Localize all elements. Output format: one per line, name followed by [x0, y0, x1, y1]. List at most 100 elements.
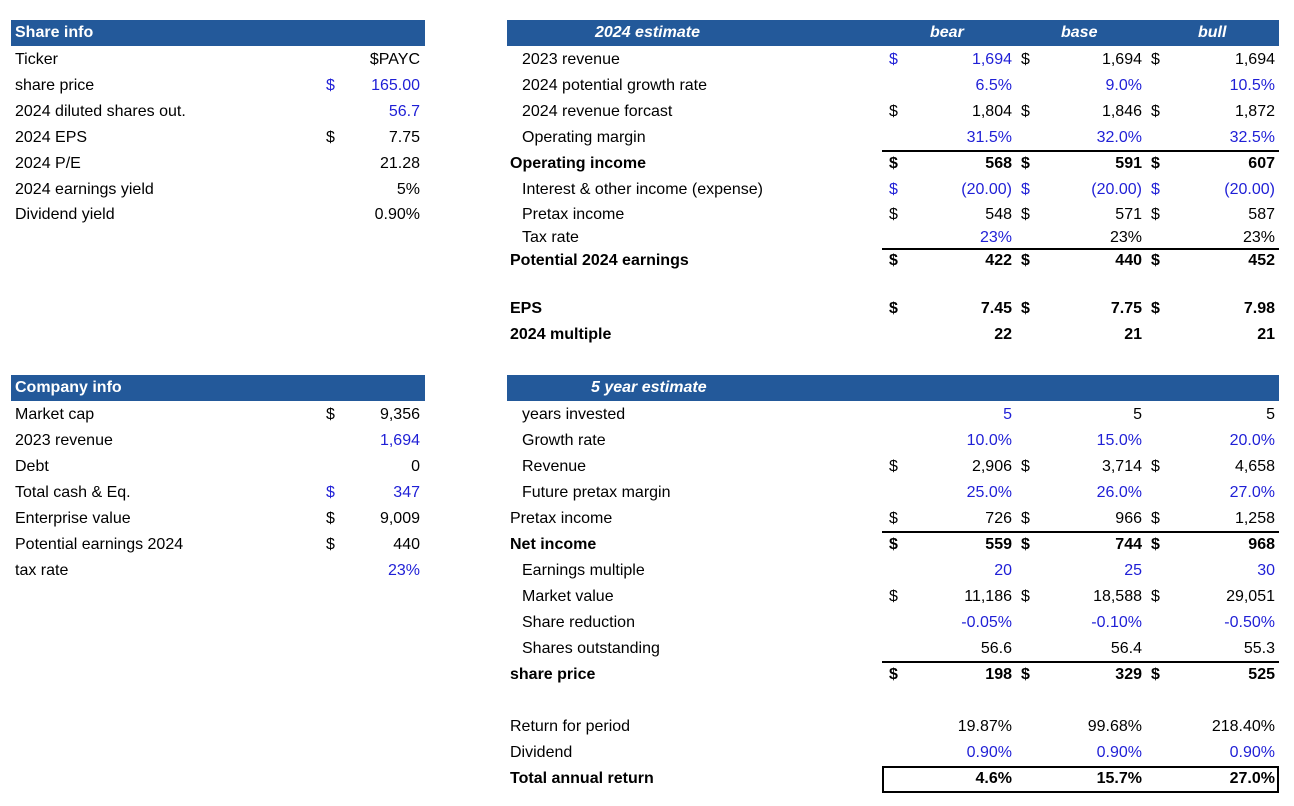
value-bull: 607: [1248, 155, 1275, 172]
info-label: 2024 earnings yield: [15, 181, 154, 198]
value-base: 571: [1115, 206, 1142, 223]
estimate-row[interactable]: Future pretax margin 25.0% 26.0% 27.0%: [0, 480, 1294, 506]
estimate-label: Return for period: [510, 718, 631, 735]
estimate-row[interactable]: 2024 potential growth rate 6.5% 9.0% 10.5%: [0, 73, 1294, 99]
value-bear: 1,694: [971, 51, 1012, 68]
value-base: 591: [1115, 155, 1142, 172]
estimate-label: Interest & other income (expense): [522, 181, 764, 198]
estimate-row[interactable]: Operating income $568 $591 $607: [0, 151, 1294, 177]
dollar-sign-bull: $: [1151, 510, 1160, 527]
estimate-row[interactable]: Potential 2024 earnings $422 $440 $452: [0, 248, 1294, 274]
estimate-row[interactable]: Net income $559 $744 $968: [0, 532, 1294, 558]
info-row[interactable]: share price $165.00: [11, 73, 425, 99]
estimate-row[interactable]: 2024 revenue forcast $1,804 $1,846 $1,872: [0, 99, 1294, 125]
value-bear: 10.0%: [966, 432, 1012, 449]
estimate-row[interactable]: Pretax income $548 $571 $587: [0, 202, 1294, 228]
value-bull: 4,658: [1234, 458, 1275, 475]
info-row[interactable]: Market cap $9,356: [11, 402, 425, 428]
estimate-label: Market value: [522, 588, 614, 605]
dollar-sign: $: [326, 129, 335, 146]
value-bear: 548: [985, 206, 1012, 223]
estimate-label: Net income: [510, 536, 597, 553]
info-row[interactable]: tax rate 23%: [11, 558, 425, 584]
dollar-sign-bull: $: [1151, 155, 1160, 172]
company-info-header: Company info: [11, 375, 425, 401]
info-row[interactable]: Dividend yield 0.90%: [11, 202, 425, 228]
estimate-label: 2024 revenue forcast: [522, 103, 673, 120]
info-row[interactable]: 2024 earnings yield 5%: [11, 177, 425, 203]
info-value: 165.00: [371, 77, 420, 94]
estimate-row[interactable]: Revenue $2,906 $3,714 $4,658: [0, 454, 1294, 480]
estimate-label: 2023 revenue: [522, 51, 620, 68]
value-bear: 56.6: [980, 640, 1012, 657]
estimate-row[interactable]: Return for period 19.87% 99.68% 218.40%: [0, 714, 1294, 740]
estimate-row[interactable]: Growth rate 10.0% 15.0% 20.0%: [0, 428, 1294, 454]
info-value: 23%: [387, 562, 420, 579]
info-row[interactable]: Potential earnings 2024 $440: [11, 532, 425, 558]
value-bear: (20.00): [961, 181, 1012, 198]
value-bull: 27.0%: [1229, 770, 1275, 787]
dollar-sign-bull: $: [1151, 536, 1160, 553]
value-bull: 5: [1266, 406, 1275, 423]
value-base: 440: [1115, 252, 1142, 269]
estimate-row[interactable]: Share reduction -0.05% -0.10% -0.50%: [0, 610, 1294, 636]
value-bull: 0.90%: [1229, 744, 1275, 761]
info-row[interactable]: Enterprise value $9,009: [11, 506, 425, 532]
value-bear: 6.5%: [975, 77, 1012, 94]
value-bull: -0.50%: [1224, 614, 1275, 631]
info-row[interactable]: Debt 0: [11, 454, 425, 480]
value-base: 9.0%: [1105, 77, 1142, 94]
estimate-row[interactable]: Pretax income $726 $966 $1,258: [0, 506, 1294, 532]
dollar-sign-bull: $: [1151, 181, 1160, 198]
dollar-sign-bull: $: [1151, 103, 1160, 120]
value-base: 15.0%: [1096, 432, 1142, 449]
value-bear: 2,906: [971, 458, 1012, 475]
estimate-row[interactable]: Operating margin 31.5% 32.0% 32.5%: [0, 125, 1294, 151]
total-return-box: [882, 766, 1279, 793]
info-row[interactable]: 2024 diluted shares out. 56.7: [11, 99, 425, 125]
dollar-sign-base: $: [1021, 155, 1030, 172]
estimate-label: Pretax income: [522, 206, 625, 223]
value-bear: 23%: [979, 229, 1012, 246]
estimate-label: Share reduction: [522, 614, 635, 631]
info-row[interactable]: Ticker $PAYC: [11, 47, 425, 73]
info-label: tax rate: [15, 562, 69, 579]
estimate-label: share price: [510, 666, 596, 683]
estimate-label: 2024 potential growth rate: [522, 77, 708, 94]
estimate-row[interactable]: Earnings multiple 20 25 30: [0, 558, 1294, 584]
estimate-row[interactable]: Dividend 0.90% 0.90% 0.90%: [0, 740, 1294, 766]
estimate-row[interactable]: share price $198 $329 $525: [0, 662, 1294, 688]
value-base: 7.75: [1110, 300, 1142, 317]
info-label: Dividend yield: [15, 206, 115, 223]
dollar-sign-base: $: [1021, 300, 1030, 317]
value-bull: 7.98: [1243, 300, 1275, 317]
dollar-sign-bear: $: [889, 510, 898, 527]
value-base: 21: [1124, 326, 1142, 343]
estimate-row[interactable]: 2024 multiple 22 21 21: [0, 322, 1294, 348]
info-row[interactable]: 2024 P/E 21.28: [11, 151, 425, 177]
col-header-bull: bull: [1198, 24, 1227, 41]
info-label: 2023 revenue: [15, 432, 113, 449]
estimate-row[interactable]: Market value $11,186 $18,588 $29,051: [0, 584, 1294, 610]
dollar-sign: $: [326, 536, 335, 553]
info-label: Potential earnings 2024: [15, 536, 184, 553]
dollar-sign-bear: $: [889, 666, 898, 683]
info-value: 440: [393, 536, 420, 553]
value-bull: 27.0%: [1229, 484, 1275, 501]
estimate-row[interactable]: years invested 5 5 5: [0, 402, 1294, 428]
value-bull: 1,694: [1234, 51, 1275, 68]
info-row[interactable]: Total cash & Eq. $347: [11, 480, 425, 506]
estimate-row[interactable]: Interest & other income (expense) $ (20.00…: [0, 177, 1294, 203]
estimate-row[interactable]: 2023 revenue $1,694 $1,694 $1,694: [0, 47, 1294, 73]
estimate-row[interactable]: Shares outstanding 56.6 56.4 55.3: [0, 636, 1294, 662]
dollar-sign-bull: $: [1151, 252, 1160, 269]
estimate-label: Operating income: [510, 155, 647, 172]
info-row[interactable]: 2023 revenue 1,694: [11, 428, 425, 454]
estimate-row[interactable]: Tax rate 23% 23% 23%: [0, 225, 1294, 251]
estimate-row[interactable]: EPS $7.45 $7.75 $7.98: [0, 296, 1294, 322]
info-label: 2024 diluted shares out.: [15, 103, 186, 120]
dollar-sign-bull: $: [1151, 51, 1160, 68]
estimate-2024-header: 2024 estimate bear base bull: [507, 20, 1279, 46]
info-row[interactable]: 2024 EPS $7.75: [11, 125, 425, 151]
estimate-row[interactable]: Total annual return 4.6% 15.7% 27.0%: [0, 766, 1294, 792]
